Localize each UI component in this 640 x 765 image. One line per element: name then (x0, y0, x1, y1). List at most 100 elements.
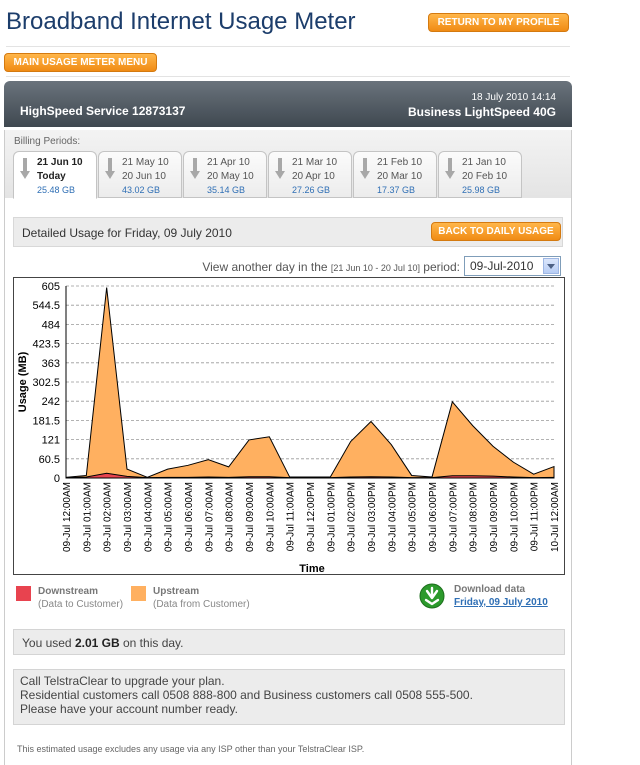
y-tick-label: 484 (42, 319, 60, 331)
period-start: 21 Mar 10 (292, 157, 338, 168)
x-tick-label: 09-Jul 04:00AM (143, 482, 154, 552)
usage-footnote: This estimated usage excludes any usage … (17, 744, 365, 754)
period-start: 21 Jan 10 (462, 157, 506, 168)
downstream-label: Downstream (38, 586, 99, 597)
period-start: 21 Feb 10 (377, 157, 423, 168)
x-tick-label: 09-Jul 08:00PM (469, 482, 480, 552)
billing-periods-label: Billing Periods: (14, 136, 81, 147)
upstream-swatch (131, 586, 146, 601)
return-to-profile-button[interactable]: RETURN TO MY PROFILE (428, 13, 569, 32)
upstream-area (65, 287, 555, 479)
upgrade-line-1: Call TelstraClear to upgrade your plan. (20, 674, 225, 688)
usage-panel: Billing Periods: 21 Jun 10 Today 25.48 GB 2… (4, 130, 572, 765)
x-tick-label: 09-Jul 01:00AM (82, 482, 93, 552)
x-tick-label: 09-Jul 09:00AM (245, 482, 256, 552)
x-tick-label: 10-Jul 12:00AM (550, 482, 561, 552)
period-end: 20 Jun 10 (122, 171, 166, 182)
x-tick-label: 09-Jul 05:00AM (164, 482, 175, 552)
period-end: Today (37, 171, 66, 182)
usage-amount: 2.01 GB (74, 636, 120, 650)
usage-suffix: on this day. (123, 636, 184, 650)
view-suffix: period: (423, 260, 460, 274)
x-tick-label: 09-Jul 07:00PM (448, 482, 459, 552)
service-number: HighSpeed Service 12873137 (20, 104, 186, 118)
main-usage-meter-menu-button[interactable]: MAIN USAGE METER MENU (4, 53, 157, 72)
x-tick-label: 09-Jul 04:00PM (387, 482, 398, 552)
downstream-swatch (16, 586, 31, 601)
x-tick-label: 09-Jul 08:00AM (225, 482, 236, 552)
download-data-link[interactable]: Friday, 09 July 2010 (454, 597, 548, 608)
daily-usage-summary: You used 2.01 GB on this day. (13, 629, 565, 655)
view-day-text: View another day in the [21 Jun 10 - 20 … (202, 260, 460, 274)
x-tick-label: 09-Jul 03:00PM (367, 482, 378, 552)
y-tick-label: 423.5 (32, 339, 60, 351)
download-data-label: Download data (454, 584, 526, 595)
x-tick-label: 09-Jul 03:00AM (123, 482, 134, 552)
period-end: 20 May 10 (207, 171, 254, 182)
detail-header: Detailed Usage for Friday, 09 July 2010 … (13, 217, 563, 247)
arrow-down-icon (20, 158, 30, 179)
upstream-label: Upstream (153, 586, 200, 597)
period-usage: 25.48 GB (37, 185, 76, 195)
x-tick-label: 09-Jul 12:00AM (62, 482, 73, 552)
x-tick-label: 09-Jul 05:00PM (408, 482, 419, 552)
period-start: 21 Jun 10 (37, 157, 83, 168)
upgrade-line-2: Residential customers call 0508 888-800 … (20, 688, 473, 702)
billing-period-tab[interactable]: 21 Apr 10 20 May 10 35.14 GB (183, 151, 267, 198)
day-select[interactable]: 09-Jul-2010 (464, 256, 561, 276)
service-banner: HighSpeed Service 12873137 18 July 2010 … (4, 81, 572, 127)
billing-period-tab[interactable]: 21 May 10 20 Jun 10 43.02 GB (98, 151, 182, 198)
day-selector-row: View another day in the [21 Jun 10 - 20 … (5, 255, 565, 277)
back-to-daily-usage-button[interactable]: BACK TO DAILY USAGE (431, 222, 561, 241)
x-tick-label: 09-Jul 10:00PM (509, 482, 520, 552)
legend-downstream: Downstream (Data to Customer) (16, 584, 126, 616)
download-arrow-icon[interactable] (419, 583, 445, 609)
y-tick-label: 544.5 (32, 300, 60, 312)
billing-period-tab[interactable]: 21 Jan 10 20 Feb 10 25.98 GB (438, 151, 522, 198)
chevron-down-icon[interactable] (543, 258, 559, 274)
period-end: 20 Mar 10 (377, 171, 423, 182)
billing-period-tab[interactable]: 21 Feb 10 20 Mar 10 17.37 GB (353, 151, 437, 198)
page-title: Broadband Internet Usage Meter (6, 8, 356, 35)
x-tick-label: 09-Jul 06:00AM (184, 482, 195, 552)
header-divider (6, 46, 570, 47)
period-usage: 27.26 GB (292, 185, 331, 195)
x-tick-label: 09-Jul 12:00PM (306, 482, 317, 552)
period-usage: 17.37 GB (377, 185, 416, 195)
upgrade-info: Call TelstraClear to upgrade your plan. … (13, 669, 565, 725)
x-tick-label: 09-Jul 10:00AM (265, 482, 276, 552)
billing-periods: Billing Periods: 21 Jun 10 Today 25.48 GB 2… (5, 130, 571, 199)
download-data: Download data Friday, 09 July 2010 (419, 582, 564, 614)
legend-upstream: Upstream (Data from Customer) (131, 584, 271, 616)
x-tick-label: 09-Jul 06:00PM (428, 482, 439, 552)
billing-period-tab[interactable]: 21 Jun 10 Today 25.48 GB (13, 151, 97, 199)
arrow-down-icon (275, 158, 285, 179)
x-tick-label: 09-Jul 09:00PM (489, 482, 500, 552)
y-tick-label: 60.5 (39, 454, 60, 466)
view-prefix: View another day in the (202, 260, 328, 274)
detail-title: Detailed Usage for Friday, 09 July 2010 (22, 226, 232, 240)
y-tick-label: 181.5 (32, 415, 60, 427)
y-tick-label: 302.5 (32, 377, 60, 389)
current-datetime: 18 July 2010 14:14 (471, 92, 556, 103)
arrow-down-icon (105, 158, 115, 179)
arrow-down-icon (190, 158, 200, 179)
period-start: 21 Apr 10 (207, 157, 250, 168)
x-tick-label: 09-Jul 02:00AM (103, 482, 114, 552)
x-tick-label: 09-Jul 07:00AM (204, 482, 215, 552)
period-usage: 35.14 GB (207, 185, 246, 195)
y-tick-label: 242 (42, 396, 60, 408)
y-tick-label: 0 (54, 473, 60, 485)
arrow-down-icon (360, 158, 370, 179)
day-select-value[interactable]: 09-Jul-2010 (470, 259, 534, 273)
y-tick-label: 605 (42, 281, 60, 293)
upgrade-line-3: Please have your account number ready. (20, 702, 238, 716)
downstream-sublabel: (Data to Customer) (38, 599, 124, 610)
usage-chart: 0 60.5 121 181.5 242 302.5 363 423.5 484 544.5 605… (13, 277, 565, 575)
usage-chart-svg: 0 60.5 121 181.5 242 302.5 363 423.5 484 544.5 605… (17, 281, 561, 575)
period-usage: 25.98 GB (462, 185, 501, 195)
y-axis-title: Usage (MB) (17, 351, 29, 412)
period-start: 21 May 10 (122, 157, 169, 168)
x-tick-label: 09-Jul 11:00PM (530, 482, 541, 551)
billing-period-tab[interactable]: 21 Mar 10 20 Apr 10 27.26 GB (268, 151, 352, 198)
